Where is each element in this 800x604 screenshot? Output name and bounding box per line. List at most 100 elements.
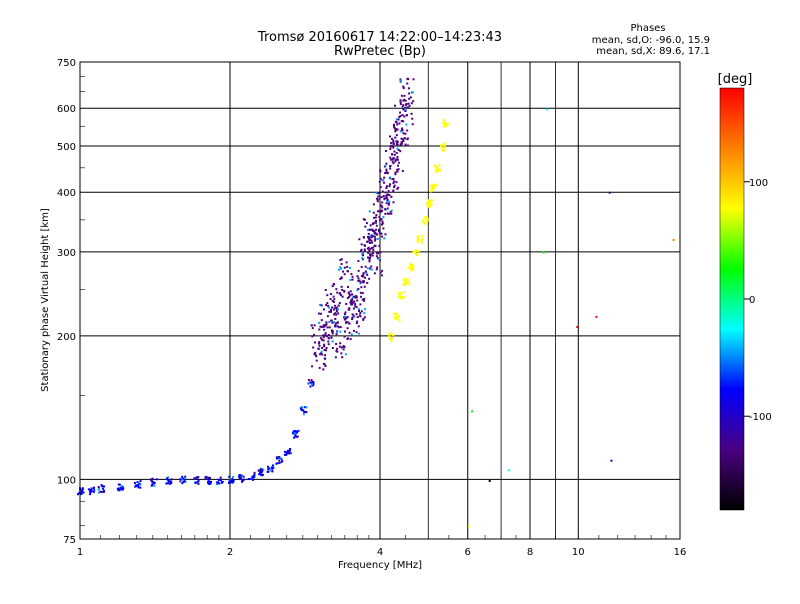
data-point xyxy=(249,477,252,480)
data-point xyxy=(346,265,349,268)
data-point xyxy=(377,252,380,255)
data-point xyxy=(380,210,383,213)
data-point xyxy=(328,320,331,323)
data-point xyxy=(339,266,342,269)
y-tick-label: 400 xyxy=(57,188,76,199)
data-point xyxy=(242,478,245,481)
data-point xyxy=(247,478,250,481)
data-point xyxy=(335,333,338,336)
data-point xyxy=(396,158,399,161)
data-point xyxy=(204,476,207,479)
data-point xyxy=(308,382,311,385)
data-point xyxy=(380,218,383,221)
data-point xyxy=(424,222,427,225)
data-point xyxy=(320,350,323,353)
data-point xyxy=(408,283,411,286)
data-point xyxy=(227,481,230,484)
data-point xyxy=(411,91,414,94)
data-point xyxy=(343,315,346,318)
data-point xyxy=(155,478,158,481)
data-point xyxy=(376,266,379,269)
data-point xyxy=(319,337,322,340)
data-point xyxy=(339,259,342,262)
data-point xyxy=(421,238,424,241)
data-point xyxy=(401,129,404,132)
data-point xyxy=(332,295,335,298)
data-point xyxy=(296,435,299,438)
data-point xyxy=(430,190,433,193)
data-point xyxy=(362,252,365,255)
data-point xyxy=(436,170,439,173)
data-point xyxy=(421,219,424,222)
data-point xyxy=(329,310,332,313)
data-point xyxy=(342,345,345,348)
data-point xyxy=(120,488,123,491)
data-point xyxy=(314,354,317,357)
data-point xyxy=(122,487,125,490)
data-point xyxy=(320,325,323,328)
data-layer xyxy=(77,77,675,528)
data-point xyxy=(388,183,391,186)
data-point xyxy=(253,473,256,476)
data-point xyxy=(355,313,358,316)
colorbar-label: [deg] xyxy=(718,72,753,87)
data-point xyxy=(231,478,234,481)
data-point xyxy=(471,410,474,413)
data-point xyxy=(397,161,400,164)
data-point xyxy=(328,310,331,313)
data-point xyxy=(370,247,373,250)
data-point xyxy=(362,272,365,275)
data-point xyxy=(405,103,408,106)
data-point xyxy=(319,353,322,356)
data-point xyxy=(374,238,377,241)
data-point xyxy=(337,304,340,307)
data-point xyxy=(312,381,315,384)
data-point xyxy=(326,315,329,318)
data-point xyxy=(347,292,350,295)
data-point xyxy=(369,224,372,227)
data-point xyxy=(278,462,281,465)
data-point xyxy=(194,481,197,484)
data-point xyxy=(396,147,399,150)
data-point xyxy=(327,337,330,340)
data-point xyxy=(380,204,383,207)
data-point xyxy=(388,194,391,197)
data-point xyxy=(384,149,387,152)
data-point xyxy=(368,258,371,261)
data-point xyxy=(369,241,372,244)
data-point xyxy=(394,317,397,320)
data-point xyxy=(270,468,273,471)
data-point xyxy=(351,316,354,319)
data-point xyxy=(362,273,365,276)
data-point xyxy=(377,195,380,198)
data-point xyxy=(331,321,334,324)
data-point xyxy=(422,220,425,223)
legend-line-o: mean, sd,O: -96.0, 15.9 xyxy=(592,35,710,46)
data-point xyxy=(324,289,327,292)
data-point xyxy=(340,346,343,349)
data-point xyxy=(351,296,354,299)
data-point xyxy=(344,311,347,314)
data-point xyxy=(165,482,168,485)
data-point xyxy=(340,352,343,355)
data-point xyxy=(439,169,442,172)
data-point xyxy=(360,274,363,277)
data-point xyxy=(294,433,297,436)
data-point xyxy=(374,239,377,242)
x-axis-label: Frequency [MHz] xyxy=(338,560,422,571)
x-tick-label: 10 xyxy=(572,547,585,558)
data-point xyxy=(392,139,395,142)
data-point xyxy=(392,201,395,204)
data-point xyxy=(402,99,405,102)
data-point xyxy=(394,129,397,132)
data-point xyxy=(354,303,357,306)
data-point xyxy=(394,130,397,133)
data-point xyxy=(399,78,402,81)
data-point xyxy=(340,277,343,280)
data-point xyxy=(334,325,337,328)
data-point xyxy=(296,431,299,434)
data-point xyxy=(403,277,406,280)
data-point xyxy=(389,135,392,138)
data-point xyxy=(396,155,399,158)
data-point xyxy=(353,307,356,310)
